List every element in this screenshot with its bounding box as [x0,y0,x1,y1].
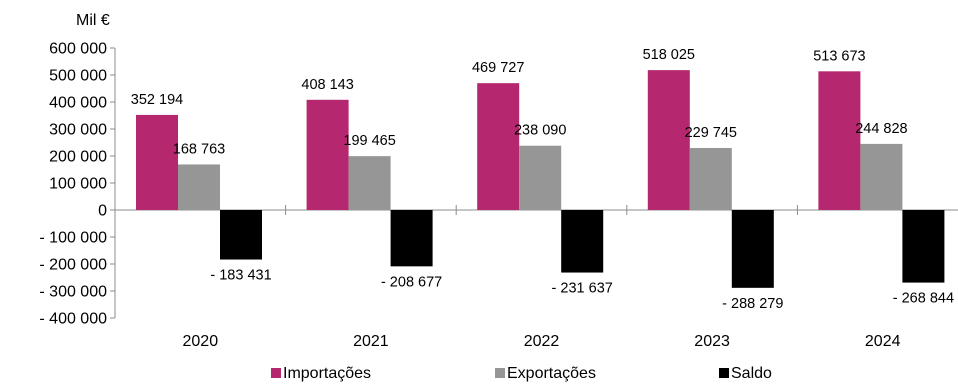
y-tick-label: 100 000 [49,176,107,193]
category-label: 2021 [353,333,389,350]
bar [519,145,562,210]
data-label: 408 143 [301,77,353,93]
data-label: 352 194 [131,92,183,108]
data-label: 513 673 [813,48,865,64]
legend-swatch [495,368,505,378]
y-tick-label: 400 000 [49,95,107,112]
legend: Importações Exportações Saldo [271,365,772,382]
category-label: 2023 [694,333,730,350]
y-tick-label: 500 000 [49,68,107,85]
y-tick-label: - 200 000 [39,257,107,274]
category-label: 2020 [183,333,219,350]
data-label: - 183 431 [210,268,271,284]
y-tick-label: 200 000 [49,149,107,166]
legend-swatch [719,368,729,378]
data-label: - 288 279 [722,296,783,312]
bar [136,114,178,210]
bar [689,147,732,210]
data-label: 469 727 [472,60,524,76]
data-label: 168 763 [173,141,225,157]
bar [860,143,903,210]
bar [390,210,433,267]
bar [178,164,220,210]
category-label: 2022 [524,333,560,350]
bar [647,70,690,211]
bar [902,210,945,283]
data-label: - 208 677 [381,274,442,290]
y-tick-label: 600 000 [49,41,107,58]
data-label: - 268 844 [893,291,954,307]
data-label: - 231 637 [552,281,613,297]
bar [561,210,604,273]
y-tick-label: - 400 000 [39,311,107,328]
bar [477,83,520,210]
bar [818,71,861,210]
y-tick-label: - 100 000 [39,230,107,247]
bar [220,210,262,260]
legend-label: Saldo [731,365,772,382]
y-tick-label: 300 000 [49,122,107,139]
legend-label: Importações [283,365,371,382]
y-axis: 600 000 500 000 400 000 300 000 200 000 100 0… [39,41,116,328]
bars: 352 194 408 143 469 727 518 025 513 673 168 7… [131,47,954,312]
y-tick-label: - 300 000 [39,284,107,301]
data-label: 199 465 [343,133,395,149]
data-label: 244 828 [855,121,907,137]
data-label: 518 025 [643,47,695,63]
legend-swatch [271,368,281,378]
data-label: 238 090 [514,123,566,139]
bar [306,99,349,210]
bar [731,210,774,288]
data-label: 229 745 [685,125,737,141]
category-label: 2024 [865,333,901,350]
unit-label: Mil € [76,12,110,29]
legend-label: Exportações [507,365,596,382]
y-tick-label: 0 [98,203,107,220]
bar [348,156,391,210]
